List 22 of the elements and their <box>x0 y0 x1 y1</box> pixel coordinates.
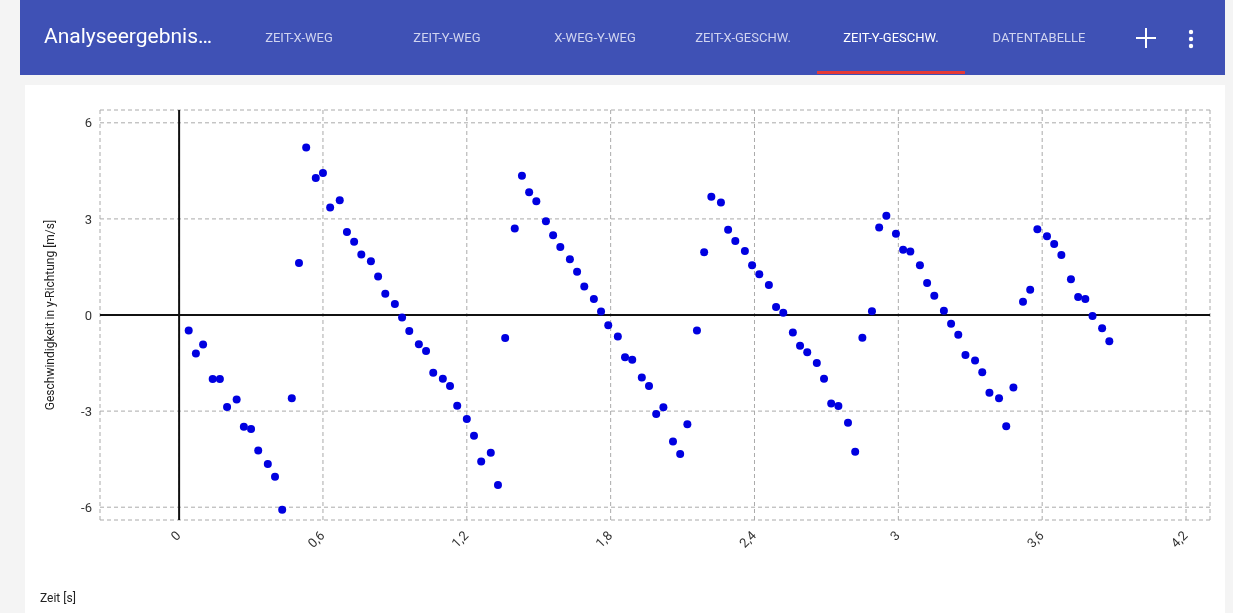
text: ZEIT-Y-GESCHW. <box>842 29 940 47</box>
text: ZEIT-X-GESCHW. <box>694 29 792 47</box>
x-tick-label: 0,6 <box>304 527 328 551</box>
text: ZEIT-Y-WEG <box>412 29 482 47</box>
x-tick-label: 1,2 <box>448 527 472 551</box>
y-tick-label: -3 <box>81 403 92 419</box>
chart-title: Analyseergebnis… <box>44 24 213 48</box>
text: DATENTABELLE <box>991 29 1087 47</box>
y-tick-label: 0 <box>84 307 92 323</box>
y-tick-label: -6 <box>81 499 92 515</box>
x-axis-title: Zeit [s] <box>40 591 76 605</box>
y-axis-title: Geschwindigkeit in y-Richtung [m/s] <box>43 219 58 411</box>
y-tick-label: 3 <box>84 211 92 227</box>
x-tick-label: 2,4 <box>736 527 760 551</box>
x-tick-label: 0 <box>167 527 184 544</box>
y-tick-label: 6 <box>84 115 92 131</box>
x-tick-label: 3,6 <box>1023 527 1047 551</box>
x-tick-label: 3 <box>887 527 903 544</box>
x-tick-label: 1,8 <box>592 527 616 551</box>
text: X-WEG-Y-WEG <box>553 29 637 47</box>
text: ZEIT-X-WEG <box>264 29 334 47</box>
x-tick-label: 4,2 <box>1167 527 1191 551</box>
